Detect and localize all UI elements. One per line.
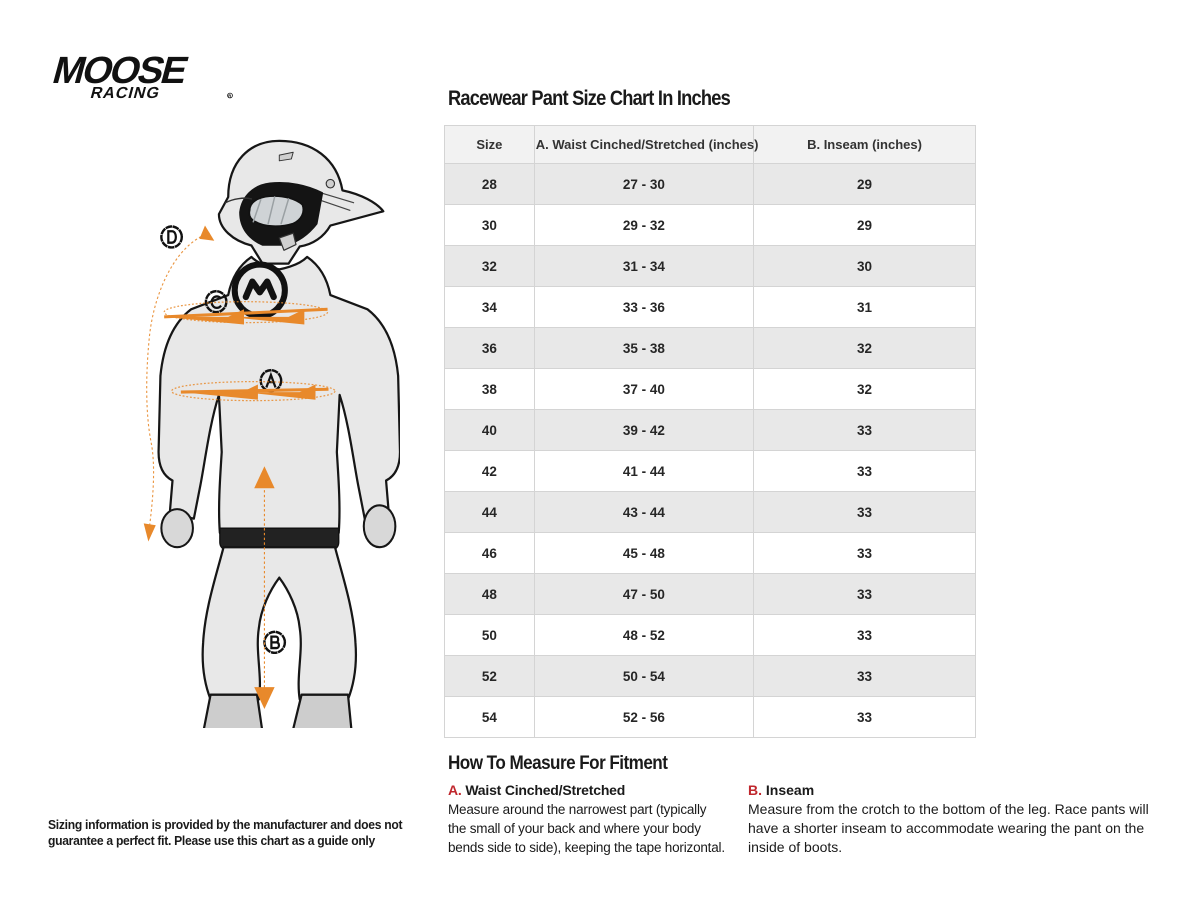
- svg-text:R: R: [228, 93, 231, 98]
- svg-text:RACING: RACING: [89, 84, 163, 100]
